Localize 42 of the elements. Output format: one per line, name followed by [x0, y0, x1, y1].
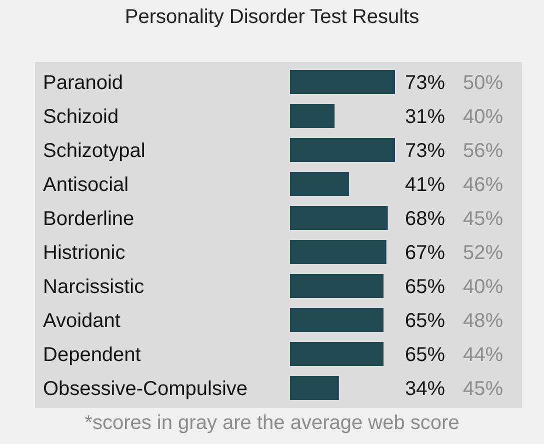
data-label: 67% [405, 242, 446, 264]
data-label: 41% [405, 174, 446, 196]
text: 50% [463, 72, 504, 94]
data-label: 65% [405, 310, 446, 332]
bar [290, 138, 395, 162]
bar [290, 104, 335, 128]
bar [290, 376, 339, 400]
data-label: 73% [405, 140, 446, 162]
y-tick-label: Schizotypal [43, 140, 146, 162]
text: 52% [463, 242, 504, 264]
text: *scores in gray are the average web score [84, 412, 460, 435]
chart-title: Personality Disorder Test Results [124, 6, 420, 29]
data-label: 65% [405, 276, 446, 298]
data-label: 65% [405, 344, 446, 366]
data-label: 31% [405, 106, 446, 128]
text: 56% [463, 140, 504, 162]
bar [290, 172, 349, 196]
y-tick-label: Narcissistic [43, 276, 144, 298]
text: 46% [463, 174, 504, 196]
y-tick-label: Dependent [43, 344, 142, 366]
bar [290, 274, 384, 298]
y-tick-label: Obsessive-Compulsive [43, 378, 248, 400]
y-tick-label: Antisocial [43, 174, 129, 196]
text: 45% [463, 378, 504, 400]
bar [290, 308, 384, 332]
data-label: 34% [405, 378, 446, 400]
bar [290, 342, 384, 366]
text: 44% [463, 344, 504, 366]
text: 40% [463, 106, 504, 128]
data-label: 68% [405, 208, 446, 230]
data-label: 73% [405, 72, 446, 94]
y-tick-label: Paranoid [43, 72, 124, 94]
bar [290, 240, 386, 264]
bar [290, 206, 388, 230]
y-tick-label: Schizoid [43, 106, 119, 128]
text: 48% [463, 310, 504, 332]
y-tick-label: Borderline [43, 208, 134, 230]
y-tick-label: Histrionic [43, 242, 126, 264]
y-tick-label: Avoidant [43, 310, 121, 332]
text: 40% [463, 276, 504, 298]
bar [290, 70, 395, 94]
text: 45% [463, 208, 504, 230]
